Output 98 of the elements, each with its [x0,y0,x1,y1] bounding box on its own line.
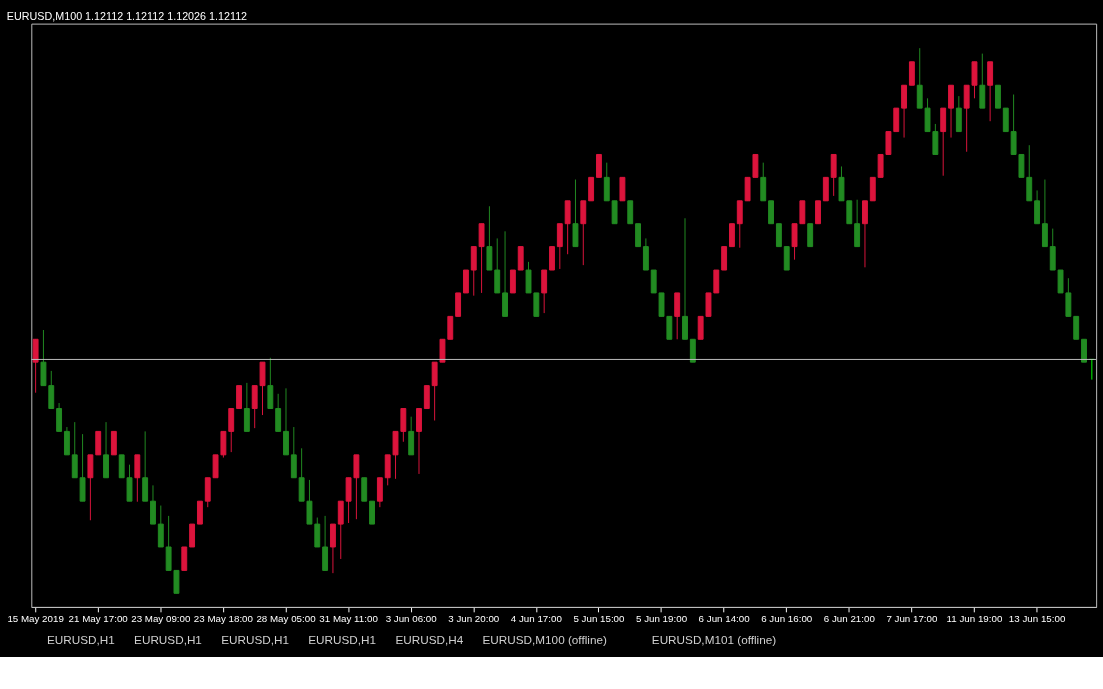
x-tick-label: 4 Jun 17:00 [510,613,563,625]
candlestick [228,408,235,453]
candlestick [940,107,947,177]
candlestick [862,200,868,268]
candlestick [572,179,579,248]
candlestick [596,153,602,178]
x-tick-label: 6 Jun 21:00 [823,613,876,625]
candlestick [329,523,336,574]
x-tick-label: 5 Jun 15:00 [573,613,626,625]
text: EURUSD,H1 [134,633,202,647]
x-tick-label: 6 Jun 14:00 [698,613,751,625]
candlestick [134,454,141,503]
candlestick [369,500,375,525]
candlestick [642,237,649,271]
candlestick [87,454,94,521]
x-tick-label: 3 Jun 06:00 [385,613,438,625]
candlestick [979,53,986,109]
candlestick [509,269,516,294]
x-tick-label: 5 Jun 19:00 [636,613,688,625]
candlestick [1034,189,1041,225]
candlestick [635,223,641,248]
candlestick [150,484,156,525]
candlestick [361,477,368,502]
candlestick [56,402,63,432]
candlestick [423,385,430,409]
candlestick [455,292,462,317]
candlestick [517,246,524,271]
candlestick [463,269,469,294]
candlestick [729,223,735,248]
candlestick [995,84,1001,109]
candlestick [580,200,587,266]
x-tick-label: 23 May 18:00 [193,613,254,625]
candlestick [290,426,297,479]
candlestick [955,95,962,133]
x-tick-label: 6 Jun 16:00 [761,613,813,625]
candlestick [63,426,70,456]
candlestick [157,505,164,548]
chart-title: EURUSD,M100 1.12112 1.12112 1.12026 1.12112 [6,9,248,22]
candlestick [760,162,767,202]
candlestick [721,246,728,271]
candlestick [807,223,814,248]
candlestick [854,199,861,248]
candlestick [619,176,626,202]
x-tick-label: 3 Jun 20:00 [448,613,500,625]
candlestick [416,408,422,475]
candlestick [376,477,383,508]
text: EURUSD,H1 [308,633,377,647]
candlestick [775,223,782,248]
candlestick [408,416,415,456]
candlestick [948,84,954,139]
candlestick [541,269,548,314]
x-tick-label: 21 May 17:00 [68,613,129,625]
x-tick-label: 15 May 2019 [7,613,64,625]
candlestick [815,200,821,225]
candlestick [95,430,102,456]
candlestick [142,430,149,502]
x-tick-label: 23 May 09:00 [131,613,191,625]
candlestick [267,357,274,409]
candlestick [32,338,39,394]
text: EURUSD,H4 [395,633,464,647]
candlestick [987,61,994,122]
x-tick-label: 31 May 11:00 [319,613,379,625]
candlestick [556,223,563,270]
text: EURUSD,H1 [221,633,289,647]
candlestick [627,200,634,225]
candlestick [322,515,329,571]
candlestick [243,382,250,432]
candlestick [549,246,555,271]
candlestick [196,500,203,525]
x-tick-label: 28 May 05:00 [256,613,317,625]
candlestick [830,153,837,197]
x-tick-label: 11 Jun 19:00 [946,613,1003,625]
x-tick-label: 13 Jun 15:00 [1008,613,1066,625]
candlestick [869,176,876,202]
candlestick [783,246,790,271]
candlestick [564,200,571,255]
candlestick [588,176,595,202]
candlestick [502,230,508,317]
candlestick [908,61,915,86]
candlestick [901,84,908,139]
candlestick [275,393,282,432]
text: EURUSD,H1 [46,633,115,647]
text: EURUSD,M101 (offline) [651,633,777,647]
candlestick [1041,179,1048,248]
candlestick [1002,107,1009,133]
candlestick [110,430,117,456]
text: EURUSD,M100 (offline) [482,633,607,647]
candlestick [674,292,681,340]
candlestick [822,176,829,202]
x-tick-label: 7 Jun 17:00 [886,613,938,625]
candlestick [236,385,242,409]
candlestick [103,421,109,479]
candlestick [181,546,188,571]
candlestick [768,200,774,225]
candlestick [1073,315,1080,340]
candlestick [682,217,688,340]
candlestick [283,387,289,456]
candlestick [189,523,196,548]
